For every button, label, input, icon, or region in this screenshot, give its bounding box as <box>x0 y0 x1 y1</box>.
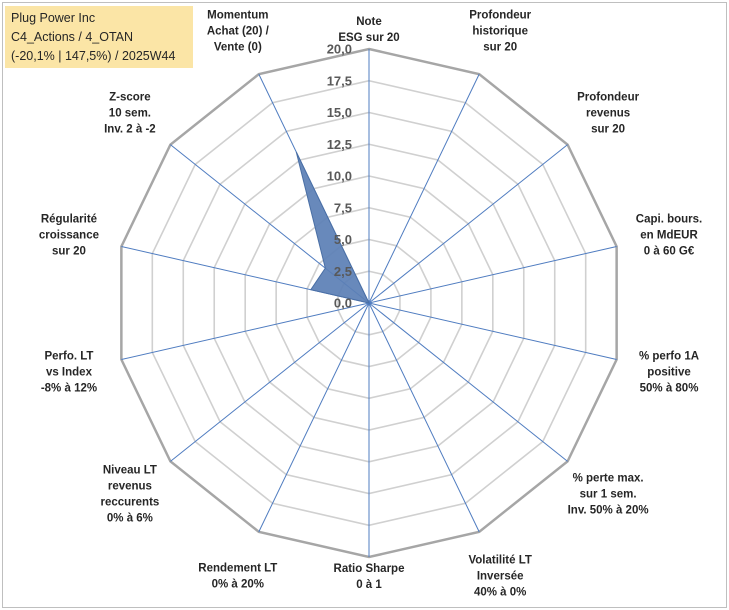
axis-label: historique <box>472 26 528 38</box>
radial-tick-label: 15,0 <box>327 105 352 120</box>
axis-label: 10 sem. <box>109 107 151 119</box>
axis-label: Perfo. LT <box>44 350 93 362</box>
axis-label: Rendement LT <box>198 562 277 574</box>
axis-spoke <box>368 302 568 462</box>
radial-tick-label: 0,0 <box>334 296 352 311</box>
axis-spoke <box>368 302 480 533</box>
axis-label: 50% à 80% <box>640 382 699 394</box>
axis-spoke <box>258 302 370 533</box>
radial-tick-label: 10,0 <box>327 169 352 184</box>
chart-title-line: Plug Power Inc <box>11 11 96 25</box>
axis-label: Inversée <box>477 570 524 582</box>
radial-tick-labels: 0,0 2,5 5,0 7,5 10,0 12,5 15,0 17,5 20,0 <box>327 42 352 311</box>
axis-label: Régularité <box>41 214 97 226</box>
axis-labels: Note ESG sur 20 Profondeur historique sur 20… <box>39 10 702 599</box>
axis-label: Momentum <box>207 10 268 22</box>
axis-label: vs Index <box>46 366 93 378</box>
axis-label: Capi. bours. <box>636 214 702 226</box>
axis-label: Volatilité LT <box>468 554 531 566</box>
axis-label: reccurents <box>100 497 159 509</box>
series-area <box>295 151 370 304</box>
axis-spoke <box>368 302 617 361</box>
axis-label: Inv. 50% à 20% <box>568 505 649 517</box>
axis-label: croissance <box>39 230 99 242</box>
axis-label: en MdEUR <box>640 230 698 242</box>
axis-label: sur 1 sem. <box>580 489 637 501</box>
axis-label: Note <box>356 16 382 28</box>
chart-title-line: C4_Actions / 4_OTAN <box>11 30 134 44</box>
axis-label: Achat (20) / <box>207 26 270 38</box>
axis-label: -8% à 12% <box>41 382 97 394</box>
axis-spoke <box>368 245 617 304</box>
axis-label: % perfo 1A <box>639 350 699 362</box>
axis-label: revenus <box>108 481 152 493</box>
axis-label: 0% à 6% <box>107 513 153 525</box>
chart-title-box: Plug Power Inc C4_Actions / 4_OTAN (-20,… <box>5 6 193 68</box>
axis-label: Profondeur <box>469 10 531 22</box>
radial-tick-label: 2,5 <box>334 264 352 279</box>
radial-tick-label: 12,5 <box>327 137 352 152</box>
radar-series <box>295 151 370 304</box>
radial-tick-label: 5,0 <box>334 232 352 247</box>
axis-spoke <box>368 73 480 304</box>
axis-label: 40% à 0% <box>474 586 526 598</box>
axis-label: Niveau LT <box>103 465 157 477</box>
radial-tick-label: 7,5 <box>334 200 352 215</box>
axis-label: % perte max. <box>573 473 644 485</box>
axis-label: sur 20 <box>591 123 625 135</box>
axis-spoke <box>170 302 370 462</box>
axis-label: Ratio Sharpe <box>334 563 405 575</box>
axis-label: Inv. 2 à -2 <box>104 123 156 135</box>
axis-label: Vente (0) <box>214 42 262 54</box>
chart-title-line: (-20,1% | 147,5%) / 2025W44 <box>11 49 176 63</box>
axis-label: positive <box>647 366 690 378</box>
radial-tick-label: 20,0 <box>327 42 352 57</box>
axis-label: sur 20 <box>483 42 517 54</box>
radial-tick-label: 17,5 <box>327 73 352 88</box>
axis-spoke <box>368 144 568 304</box>
axis-label: 0% à 20% <box>212 578 264 590</box>
axis-label: revenus <box>586 107 630 119</box>
axis-label: 0 à 1 <box>356 579 382 591</box>
axis-label: 0 à 60 G€ <box>644 246 695 258</box>
axis-label: Z-score <box>109 91 151 103</box>
axis-label: Profondeur <box>577 91 639 103</box>
axis-spoke <box>121 302 370 361</box>
axis-label: sur 20 <box>52 246 86 258</box>
axis-label: ESG sur 20 <box>338 32 399 44</box>
